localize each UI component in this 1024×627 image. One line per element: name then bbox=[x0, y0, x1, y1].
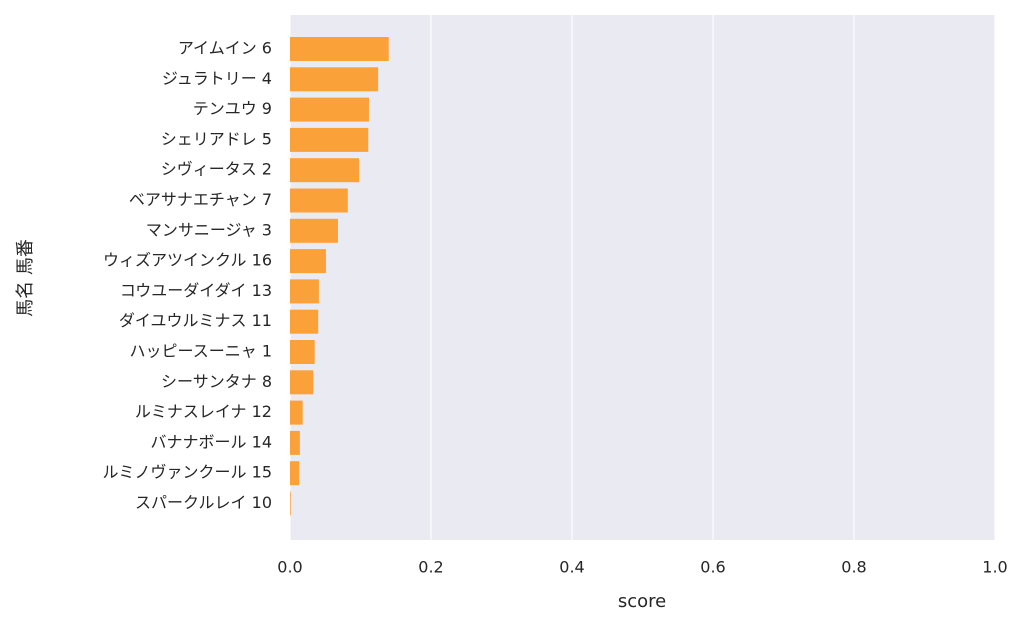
x-tick-label: 0.2 bbox=[418, 558, 443, 577]
y-tick-label: スパークルレイ 10 bbox=[135, 493, 272, 512]
x-tick-label: 0.4 bbox=[559, 558, 584, 577]
bar bbox=[290, 37, 389, 61]
y-tick-label: バナナボール 14 bbox=[151, 432, 272, 451]
bar bbox=[290, 218, 338, 243]
y-tick-label: マンサニージャ 3 bbox=[146, 220, 272, 239]
bar bbox=[290, 188, 348, 213]
y-tick-label: ジュラトリー 4 bbox=[162, 69, 272, 88]
bar bbox=[290, 279, 319, 304]
bar bbox=[290, 491, 291, 516]
y-tick-label: ウィズアツインクル 16 bbox=[103, 251, 272, 270]
bar bbox=[290, 67, 379, 92]
bar bbox=[290, 309, 319, 334]
bar bbox=[290, 340, 315, 364]
bar bbox=[290, 400, 303, 425]
bar bbox=[290, 461, 300, 486]
x-axis-label: score bbox=[618, 591, 666, 612]
y-tick-label: シーサンタナ 8 bbox=[161, 372, 272, 391]
y-axis-label: 馬名 馬番 bbox=[15, 239, 36, 317]
bar bbox=[290, 158, 360, 183]
y-tick-label: ダイユウルミナス 11 bbox=[119, 311, 272, 330]
y-tick-label: コウユーダイダイ 13 bbox=[120, 281, 272, 300]
x-tick-label: 0.8 bbox=[841, 558, 866, 577]
bar bbox=[290, 430, 300, 455]
bar bbox=[290, 249, 326, 274]
y-tick-label: テンユウ 9 bbox=[193, 99, 272, 118]
bar bbox=[290, 127, 369, 152]
y-tick-label: シェリアドレ 5 bbox=[161, 129, 272, 148]
y-tick-label: シヴィータス 2 bbox=[161, 160, 272, 179]
y-tick-label: ハッピースーニャ 1 bbox=[130, 342, 272, 361]
bar bbox=[290, 370, 314, 395]
y-tick-label: ベアサナエチャン 7 bbox=[129, 190, 272, 209]
y-tick-label: アイムイン 6 bbox=[178, 39, 272, 58]
bar bbox=[290, 97, 369, 122]
y-tick-label: ルミナスレイナ 12 bbox=[135, 402, 272, 421]
x-tick-label: 0.0 bbox=[277, 558, 302, 577]
y-tick-label: ルミノヴァンクール 15 bbox=[103, 463, 272, 482]
plot-area bbox=[290, 15, 995, 540]
x-tick-label: 1.0 bbox=[982, 558, 1007, 577]
x-tick-label: 0.6 bbox=[700, 558, 725, 577]
